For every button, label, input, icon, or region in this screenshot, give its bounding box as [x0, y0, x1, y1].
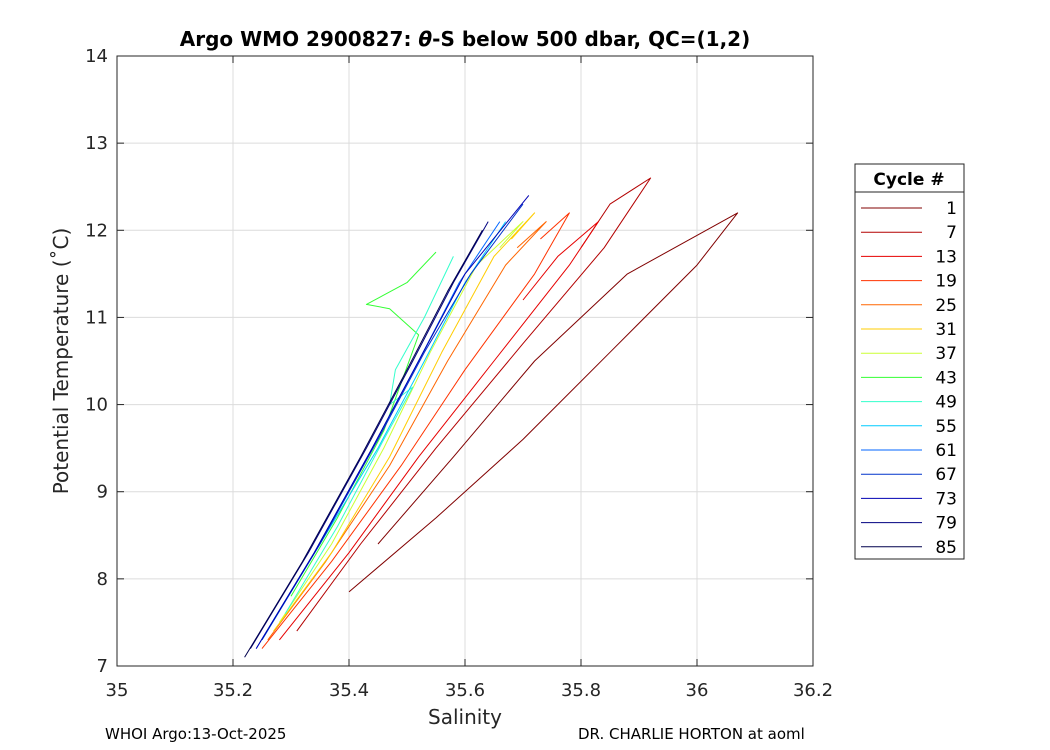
legend-entry-label: 73	[935, 489, 957, 509]
x-tick-label: 35.4	[329, 680, 369, 701]
legend-entry-label: 67	[935, 465, 957, 485]
legend-entry-label: 49	[935, 393, 957, 413]
legend-entry-label: 85	[935, 538, 957, 558]
legend-entry-label: 25	[935, 296, 957, 316]
y-tick-label: 14	[85, 46, 108, 67]
y-tick-label: 9	[97, 482, 108, 503]
x-tick-label: 35.6	[445, 680, 485, 701]
chart-title: Argo WMO 2900827: θ-S below 500 dbar, QC…	[180, 27, 750, 51]
series-line-cycle-37	[278, 221, 524, 623]
x-tick-label: 35	[106, 680, 129, 701]
x-tick-label: 36	[686, 680, 709, 701]
legend-entry-label: 1	[946, 199, 957, 219]
x-tick-label: 36.2	[793, 680, 833, 701]
legend-title: Cycle #	[873, 170, 944, 190]
x-tick-label: 35.2	[213, 680, 253, 701]
legend: Cycle # 1 7 13 19 25 31 37 43 49 55 61 67 73 79 85	[854, 163, 965, 560]
y-axis-label: Potential Temperature (˚C)	[49, 228, 73, 495]
series-line-cycle-1	[348, 212, 739, 593]
series-line-cycle-19	[261, 212, 570, 649]
legend-entry-label: 19	[935, 272, 957, 292]
x-axis-label: Salinity	[428, 705, 502, 729]
legend-entry-label: 61	[935, 441, 957, 461]
legend-box	[854, 163, 965, 560]
footer-left: WHOI Argo:13-Oct-2025	[105, 725, 287, 743]
legend-entry-label: 79	[935, 514, 957, 534]
footer-right: DR. CHARLIE HORTON at aoml	[578, 725, 805, 743]
legend-entry-label: 55	[935, 417, 957, 437]
x-tick-label: 35.8	[561, 680, 601, 701]
y-tick-label: 13	[85, 133, 108, 154]
legend-entry-label: 13	[935, 247, 957, 267]
y-tick-label: 8	[97, 569, 108, 590]
legend-entry-label: 37	[935, 344, 957, 364]
series-lines	[244, 177, 739, 658]
legend-entry-label: 43	[935, 368, 957, 388]
legend-entry-label: 7	[946, 223, 957, 243]
series-line-cycle-85	[244, 230, 483, 658]
series-line-cycle-73	[255, 195, 530, 649]
series-line-cycle-25	[267, 221, 547, 641]
y-tick-label: 12	[85, 220, 108, 241]
legend-entry-label: 31	[935, 320, 957, 340]
y-tick-label: 10	[85, 395, 108, 416]
y-tick-label: 7	[97, 656, 108, 677]
series-line-cycle-7	[296, 177, 652, 632]
series-line-cycle-31	[273, 212, 536, 632]
y-tick-label: 11	[85, 307, 108, 328]
series-line-cycle-13	[279, 221, 599, 641]
axis-ticks: 35 35.2 35.4 35.6 35.8 36 36.2 7 8 9 10 11 12 13 14	[85, 46, 833, 701]
